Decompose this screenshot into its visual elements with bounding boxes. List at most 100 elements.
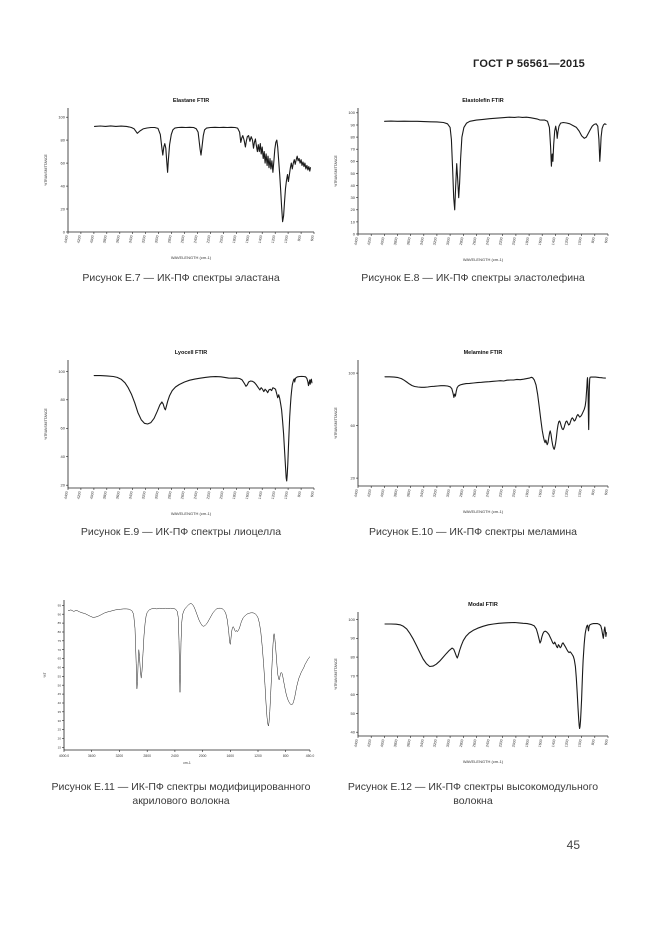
svg-text:60: 60: [351, 423, 356, 428]
svg-text:4200: 4200: [367, 489, 372, 498]
svg-text:4200: 4200: [77, 491, 82, 500]
svg-text:1400: 1400: [551, 739, 556, 748]
svg-text:1200: 1200: [271, 491, 276, 500]
svg-text:75: 75: [58, 639, 62, 643]
svg-text:3000: 3000: [154, 491, 159, 500]
svg-text:2000: 2000: [219, 235, 224, 244]
svg-text:3200: 3200: [433, 237, 438, 246]
svg-text:1800: 1800: [525, 739, 530, 748]
svg-text:3200: 3200: [433, 489, 438, 498]
svg-text:1800: 1800: [525, 489, 530, 498]
svg-text:800: 800: [591, 739, 596, 746]
svg-text:2800: 2800: [459, 237, 464, 246]
figure-e7-caption: Рисунок Е.7 — ИК-ПФ спектры эластана: [82, 272, 280, 284]
svg-text:1400: 1400: [258, 491, 263, 500]
svg-text:90: 90: [351, 122, 356, 127]
svg-text:800: 800: [297, 235, 302, 242]
svg-text:3200: 3200: [141, 491, 146, 500]
svg-text:2200: 2200: [206, 491, 211, 500]
svg-text:3800: 3800: [393, 489, 398, 498]
svg-text:2600: 2600: [180, 235, 185, 244]
figure-e12-caption: Рисунок Е.12 — ИК-ПФ спектры высокомодул…: [347, 781, 599, 807]
svg-text:4400: 4400: [354, 237, 359, 246]
svg-text:4400: 4400: [64, 235, 69, 244]
svg-text:3800: 3800: [393, 739, 398, 748]
svg-text:600: 600: [604, 237, 609, 244]
svg-text:1800: 1800: [232, 491, 237, 500]
svg-text:2400: 2400: [171, 754, 179, 758]
svg-text:450.0: 450.0: [306, 754, 315, 758]
svg-text:70: 70: [351, 673, 356, 678]
svg-text:2000: 2000: [199, 754, 207, 758]
svg-text:45: 45: [58, 692, 62, 696]
svg-text:800: 800: [591, 489, 596, 496]
svg-text:0: 0: [63, 229, 66, 234]
svg-text:%TRANSMITTANCE: %TRANSMITTANCE: [44, 407, 48, 439]
svg-text:3200: 3200: [116, 754, 124, 758]
svg-text:70: 70: [351, 147, 356, 152]
svg-text:50: 50: [351, 711, 356, 716]
svg-text:800: 800: [591, 237, 596, 244]
svg-text:cm-1: cm-1: [183, 761, 191, 765]
svg-text:2400: 2400: [193, 491, 198, 500]
svg-text:20: 20: [351, 207, 356, 212]
svg-text:60: 60: [58, 666, 62, 670]
svg-text:70: 70: [58, 648, 62, 652]
svg-text:4200: 4200: [367, 739, 372, 748]
svg-text:1000: 1000: [577, 739, 582, 748]
svg-text:WAVELENGTH (cm-1): WAVELENGTH (cm-1): [171, 255, 212, 260]
svg-text:1200: 1200: [254, 754, 262, 758]
svg-text:3600: 3600: [88, 754, 96, 758]
svg-text:1400: 1400: [551, 489, 556, 498]
svg-text:80: 80: [351, 655, 356, 660]
svg-text:Melamine FTIR: Melamine FTIR: [464, 350, 503, 356]
svg-text:1200: 1200: [564, 489, 569, 498]
svg-text:80: 80: [58, 630, 62, 634]
svg-text:2200: 2200: [498, 237, 503, 246]
svg-text:30: 30: [58, 719, 62, 723]
svg-text:100: 100: [58, 369, 65, 374]
svg-text:100: 100: [348, 617, 355, 622]
svg-text:1000: 1000: [284, 235, 289, 244]
chart-modal-ftir: 100 90 80 70 60 50 40 4400 4200 4000 3800 3600 3400 3…: [330, 596, 616, 766]
svg-text:2800: 2800: [167, 491, 172, 500]
svg-text:15: 15: [58, 745, 62, 749]
svg-text:40: 40: [58, 701, 62, 705]
svg-text:80: 80: [61, 397, 66, 402]
svg-text:40: 40: [351, 730, 356, 735]
svg-text:Modal FTIR: Modal FTIR: [468, 602, 498, 608]
svg-text:1600: 1600: [538, 237, 543, 246]
figure-e10-caption: Рисунок Е.10 — ИК-ПФ спектры меламина: [368, 526, 578, 538]
svg-text:20: 20: [58, 737, 62, 741]
svg-text:3400: 3400: [419, 489, 424, 498]
svg-text:2600: 2600: [472, 489, 477, 498]
figure-e8-caption: Рисунок Е.8 — ИК-ПФ спектры эластолефина: [361, 272, 585, 284]
svg-text:2400: 2400: [485, 489, 490, 498]
svg-text:2200: 2200: [498, 489, 503, 498]
svg-text:2200: 2200: [498, 739, 503, 748]
svg-text:80: 80: [61, 138, 66, 143]
figure-e9-caption: Рисунок Е.9 — ИК-ПФ спектры лиоцелла: [80, 526, 282, 538]
svg-text:3400: 3400: [128, 491, 133, 500]
svg-text:4000: 4000: [90, 491, 95, 500]
svg-text:1800: 1800: [525, 237, 530, 246]
svg-text:WAVELENGTH (cm-1): WAVELENGTH (cm-1): [463, 509, 504, 514]
svg-text:4000: 4000: [380, 237, 385, 246]
svg-text:1600: 1600: [227, 754, 235, 758]
svg-text:60: 60: [351, 159, 356, 164]
svg-text:1000: 1000: [577, 489, 582, 498]
svg-text:1400: 1400: [258, 235, 263, 244]
svg-text:40: 40: [61, 184, 66, 189]
svg-text:1200: 1200: [271, 235, 276, 244]
svg-text:25: 25: [58, 728, 62, 732]
svg-text:100: 100: [58, 115, 65, 120]
svg-text:3000: 3000: [446, 739, 451, 748]
chart-melamine-ftir: 100 60 20 4400 4200 4000 3800 3600 3400 3200 3000 2…: [330, 344, 616, 516]
svg-text:1600: 1600: [538, 489, 543, 498]
chart-elastolefin-ftir: 100 90 80 70 60 50 40 30 20 10 0 4400 4200 4000 3800 36…: [330, 92, 616, 264]
figure-e11-caption: Рисунок Е.11 — ИК-ПФ спектры модифициров…: [51, 781, 311, 807]
svg-text:2600: 2600: [472, 739, 477, 748]
svg-text:2000: 2000: [512, 237, 517, 246]
svg-text:3400: 3400: [128, 235, 133, 244]
svg-text:3600: 3600: [115, 235, 120, 244]
